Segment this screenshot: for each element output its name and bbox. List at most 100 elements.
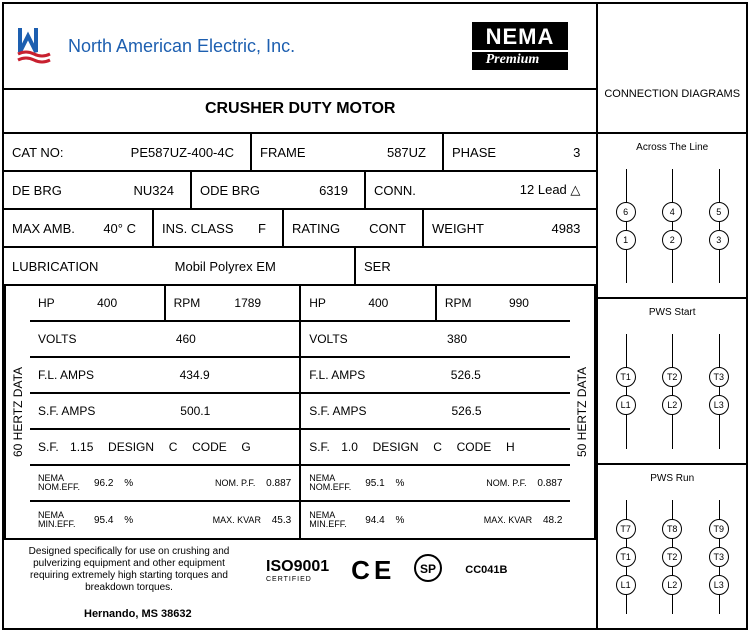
terminal: T9 — [709, 519, 729, 539]
terminal: L2 — [662, 575, 682, 595]
hz60-kvar: 45.3 — [272, 515, 291, 526]
hz60-mineff: 95.4 — [94, 515, 113, 526]
terminal: L1 — [616, 395, 636, 415]
hz50-sf: 1.0 — [341, 440, 358, 454]
hz50-kvar-lbl: MAX. KVAR — [484, 515, 532, 525]
nema-line2: Premium — [472, 50, 569, 70]
iso-badge: ISO9001 CERTIFIED — [266, 558, 329, 583]
debrg-value: NU324 — [134, 183, 174, 198]
terminal: T2 — [662, 547, 682, 567]
maxamb-label: MAX AMB. — [12, 221, 75, 236]
product-title: CRUSHER DUTY MOTOR — [4, 90, 596, 132]
hz60-sfamps-lbl: S.F. AMPS — [38, 404, 95, 418]
cc-code: CC041B — [465, 564, 507, 576]
hz60-nomeff-lbl: NEMA NOM.EFF. — [38, 474, 90, 492]
hz50-design: C — [433, 440, 442, 454]
conn-label: CONN. — [374, 183, 416, 198]
hz50-nompf-lbl: NOM. P.F. — [486, 478, 526, 488]
iso-sub: CERTIFIED — [266, 576, 329, 583]
terminal: 1 — [616, 230, 636, 250]
hz50-design-lbl: DESIGN — [373, 440, 419, 454]
pct: % — [124, 478, 133, 489]
lub-value: Mobil Polyrex EM — [175, 259, 276, 274]
footer: Designed specifically for use on crushin… — [4, 540, 596, 628]
terminal: L1 — [616, 575, 636, 595]
terminal: T3 — [709, 547, 729, 567]
hz50-sf-lbl: S.F. — [309, 440, 330, 454]
hz50-code-lbl: CODE — [457, 440, 492, 454]
terminal: L3 — [709, 575, 729, 595]
hz60-sf: 1.15 — [70, 440, 93, 454]
terminal: 5 — [709, 202, 729, 222]
terminal: T3 — [709, 367, 729, 387]
d3-title: PWS Run — [602, 473, 742, 484]
rating-label: RATING — [292, 221, 340, 236]
diagram-pws-run: PWS Run T7T1L1 T8T2L2 T9T3L3 — [598, 465, 746, 628]
ser-label: SER — [364, 259, 391, 274]
hz60-mineff-lbl: NEMA MIN.EFF. — [38, 511, 90, 529]
company-logo: North American Electric, Inc. — [16, 24, 295, 68]
hz50-rpm-lbl: RPM — [445, 296, 472, 310]
diagram-pws-start: PWS Start T1 L1 T2 L2 T3 L3 — [598, 299, 746, 464]
terminal: 4 — [662, 202, 682, 222]
hz50-nompf: 0.887 — [537, 478, 562, 489]
hz60-nomeff: 96.2 — [94, 478, 113, 489]
terminal: L2 — [662, 395, 682, 415]
terminal: T1 — [616, 367, 636, 387]
hz60-code: G — [241, 440, 250, 454]
main-panel: North American Electric, Inc. NEMA Premi… — [4, 4, 598, 628]
hz60-volts: 460 — [176, 332, 196, 346]
nameplate: North American Electric, Inc. NEMA Premi… — [2, 2, 748, 630]
hz60-volts-lbl: VOLTS — [38, 332, 76, 346]
hz60-rpm-lbl: RPM — [174, 296, 201, 310]
terminal: L3 — [709, 395, 729, 415]
hz50-hp-lbl: HP — [309, 296, 326, 310]
iso-text: ISO9001 — [266, 558, 329, 576]
hz60-hp: 400 — [97, 296, 117, 310]
header: North American Electric, Inc. NEMA Premi… — [4, 4, 596, 90]
hz50-mineff-lbl: NEMA MIN.EFF. — [309, 511, 361, 529]
frame-label: FRAME — [260, 145, 306, 160]
terminal: T1 — [616, 547, 636, 567]
phase-value: 3 — [573, 145, 580, 160]
nema-badge: NEMA Premium — [472, 22, 569, 70]
csa-badge: SP — [413, 553, 443, 588]
maxamb-value: 40° C — [103, 221, 136, 236]
weight-label: WEIGHT — [432, 221, 484, 236]
hz60-design-lbl: DESIGN — [108, 440, 154, 454]
hz60-design: C — [169, 440, 178, 454]
disclaimer: Designed specifically for use on crushin… — [14, 546, 244, 594]
ins-value: F — [258, 221, 266, 236]
hz50-kvar: 48.2 — [543, 515, 562, 526]
location: Hernando, MS 38632 — [84, 608, 192, 620]
hz60-sf-lbl: S.F. — [38, 440, 59, 454]
hz60-nompf: 0.887 — [266, 478, 291, 489]
hz50-flamps-lbl: F.L. AMPS — [309, 368, 365, 382]
hz50-sfamps-lbl: S.F. AMPS — [309, 404, 366, 418]
hz50-sfamps: 526.5 — [451, 404, 481, 418]
rating-value: CONT — [369, 221, 406, 236]
ins-label: INS. CLASS — [162, 221, 234, 236]
catno-label: CAT NO: — [12, 145, 64, 160]
na-logo-icon — [16, 24, 60, 68]
d1-title: Across The Line — [602, 142, 742, 153]
hz50-column: HP400RPM990 VOLTS380 F.L. AMPS526.5 S.F.… — [301, 286, 570, 538]
conn-value: 12 Lead △ — [520, 182, 581, 198]
hz50-hp: 400 — [368, 296, 388, 310]
debrg-label: DE BRG — [12, 183, 62, 198]
odebrg-value: 6319 — [319, 183, 348, 198]
row-bearings: DE BRG NU324 ODE BRG 6319 CONN. 12 Lead △ — [4, 172, 596, 210]
hz50-mineff: 94.4 — [365, 515, 384, 526]
hz60-hp-lbl: HP — [38, 296, 55, 310]
frame-value: 587UZ — [387, 145, 426, 160]
ce-mark: CE — [351, 555, 391, 586]
d2-title: PWS Start — [602, 307, 742, 318]
terminal: T8 — [662, 519, 682, 539]
hz60-kvar-lbl: MAX. KVAR — [213, 515, 261, 525]
odebrg-label: ODE BRG — [200, 183, 260, 198]
hz50-flamps: 526.5 — [451, 368, 481, 382]
hz60-sfamps: 500.1 — [180, 404, 210, 418]
svg-text:SP: SP — [420, 562, 436, 576]
hz60-code-lbl: CODE — [192, 440, 227, 454]
terminal: T2 — [662, 367, 682, 387]
